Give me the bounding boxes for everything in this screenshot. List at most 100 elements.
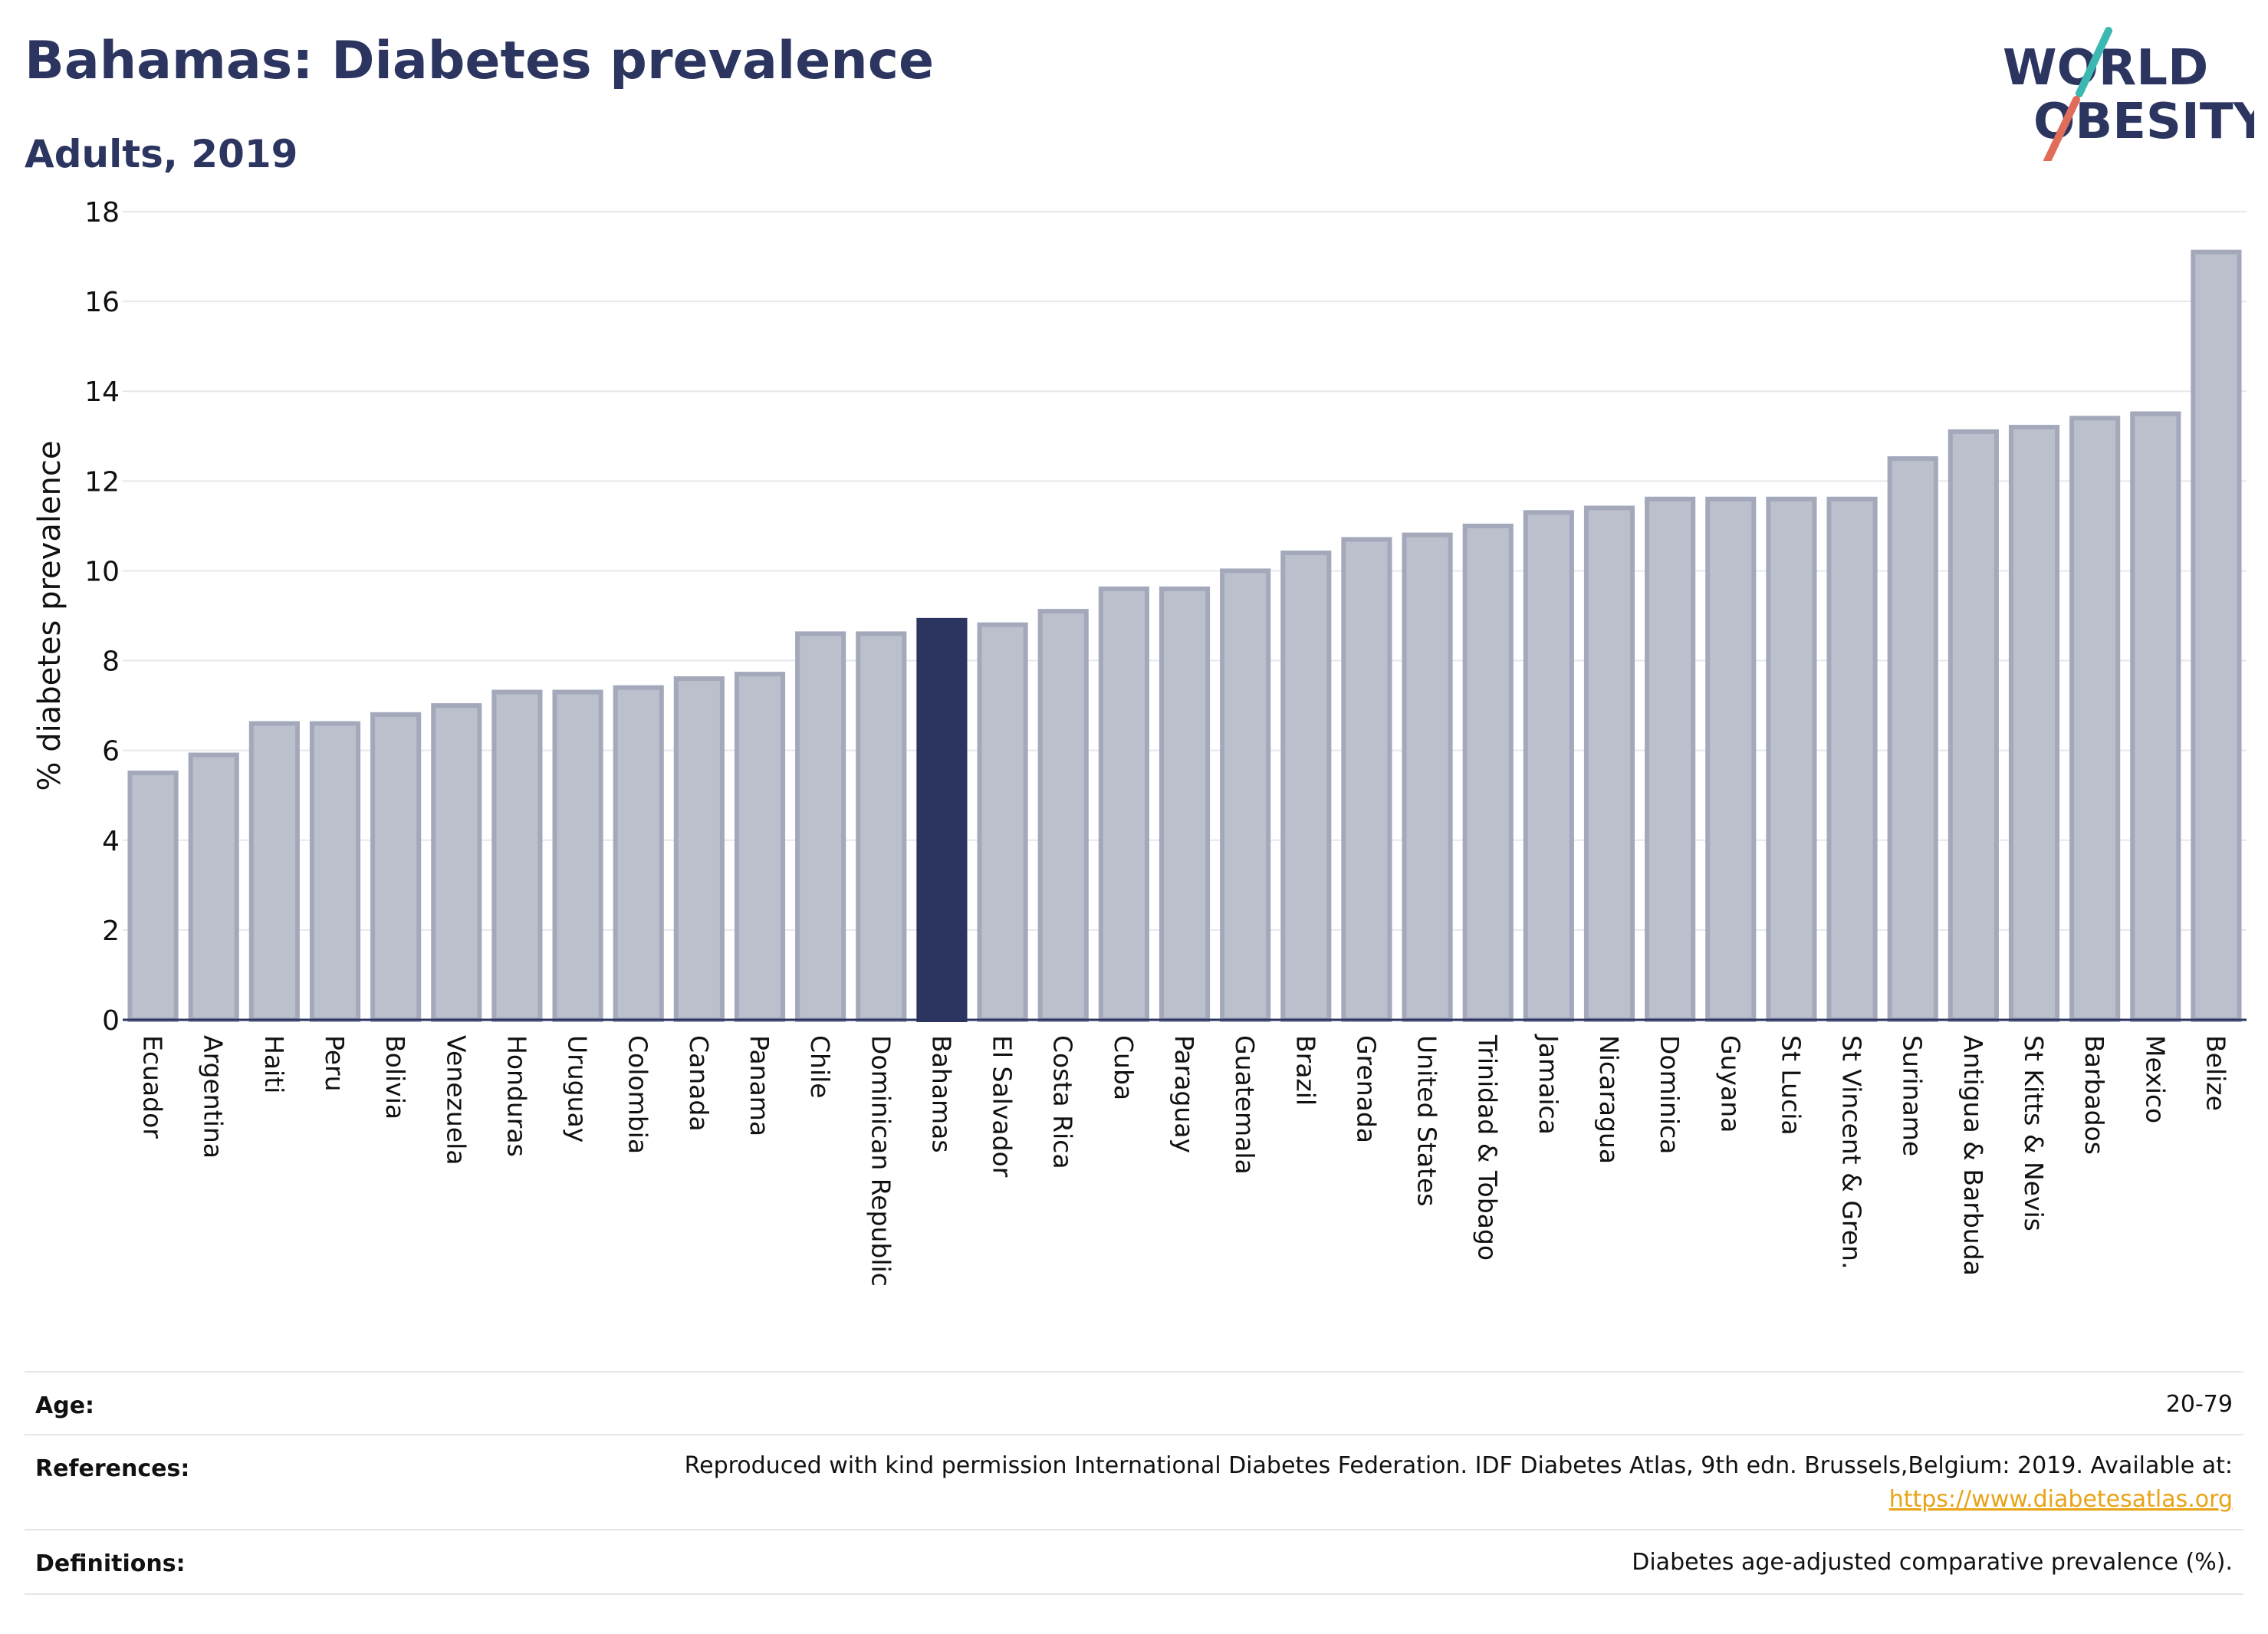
bar-trinidad-tobago — [1462, 523, 1514, 1022]
x-tick-label: St Kitts & Nevis — [2019, 1035, 2049, 1231]
x-tick-label: Barbados — [2079, 1035, 2109, 1155]
x-tick-label: Panama — [744, 1035, 774, 1136]
y-tick-label: 6 — [102, 736, 120, 768]
x-tick-label: Costa Rica — [1048, 1035, 1078, 1169]
bar-panama — [734, 672, 786, 1022]
logo-slash-bottom — [2043, 96, 2080, 161]
x-tick-label: Jamaica — [1533, 1034, 1563, 1135]
y-tick-label: 10 — [84, 556, 120, 587]
y-tick-label: 0 — [102, 1005, 120, 1037]
references-link[interactable]: https://www.diabetesatlas.org — [1888, 1486, 2233, 1513]
x-tick-label: Bolivia — [380, 1035, 410, 1119]
bar-uruguay — [552, 689, 603, 1022]
bar-guyana — [1705, 496, 1757, 1022]
bar-united-states — [1402, 532, 1453, 1022]
bar-argentina — [188, 752, 239, 1022]
bar-jamaica — [1523, 510, 1574, 1022]
bar-brazil — [1280, 551, 1332, 1022]
x-tick-label: Peru — [320, 1035, 350, 1092]
bar-barbados — [2069, 416, 2121, 1022]
x-tick-label: Guatemala — [1230, 1035, 1260, 1175]
x-tick-label: United States — [1412, 1035, 1442, 1206]
x-axis-ticks: Ecuador Argentina Haiti Peru Bolivia Venezuel… — [138, 1034, 2231, 1287]
bar-grenada — [1341, 537, 1392, 1022]
x-tick-label: Colombia — [623, 1035, 653, 1154]
x-tick-label: Cuba — [1109, 1035, 1139, 1100]
x-tick-label: Chile — [805, 1035, 835, 1099]
y-tick-label: 12 — [84, 466, 120, 498]
x-tick-label: Dominican Republic — [866, 1035, 896, 1287]
bars — [127, 249, 2242, 1023]
y-axis-label: % diabetes prevalence — [32, 440, 67, 791]
info-row-age: Age: 20-79 — [25, 1371, 2243, 1435]
world-obesity-logo: WORLD OBESITY — [2003, 27, 2254, 161]
x-tick-label: Honduras — [501, 1035, 531, 1157]
bar-colombia — [613, 685, 664, 1022]
x-tick-label: Ecuador — [138, 1035, 168, 1139]
bar-belize — [2191, 249, 2242, 1022]
x-tick-label: Grenada — [1351, 1035, 1381, 1143]
bar-venezuela — [431, 703, 482, 1022]
x-tick-label: Bahamas — [926, 1035, 956, 1153]
bar-ecuador — [127, 770, 179, 1022]
y-tick-label: 8 — [102, 646, 120, 678]
bar-chile — [795, 631, 846, 1023]
bar-haiti — [248, 721, 300, 1022]
references-text: Reproduced with kind permission Internat… — [684, 1452, 2233, 1479]
bar-costa-rica — [1037, 609, 1089, 1022]
x-tick-label: Dominica — [1655, 1035, 1685, 1154]
bar-honduras — [491, 689, 543, 1022]
info-row-references: References: Reproduced with kind permiss… — [25, 1434, 2243, 1530]
x-tick-label: Guyana — [1715, 1035, 1745, 1133]
bar-cuba — [1098, 586, 1149, 1022]
x-tick-label: Mexico — [2140, 1035, 2170, 1123]
bar-st-vincent-gren- — [1826, 496, 1878, 1022]
bar-guatemala — [1220, 568, 1271, 1022]
bar-canada — [673, 676, 725, 1022]
x-tick-label: Venezuela — [441, 1035, 471, 1165]
x-tick-label: St Lucia — [1776, 1035, 1806, 1136]
page-subtitle: Adults, 2019 — [25, 132, 298, 176]
y-axis-ticks: 0 2 4 6 8 10 12 14 16 18 — [84, 197, 120, 1037]
logo-slash-top — [2076, 27, 2112, 97]
bar-chart: 0 2 4 6 8 10 12 14 16 18 Ecuador Argentina Haiti Per… — [32, 197, 2247, 1287]
bar-bolivia — [370, 712, 422, 1022]
bar-peru — [309, 721, 361, 1022]
y-tick-label: 18 — [84, 197, 120, 228]
x-tick-label: El Salvador — [988, 1035, 1017, 1178]
x-tick-label: St Vincent & Gren. — [1837, 1035, 1867, 1269]
x-tick-label: Belize — [2201, 1035, 2230, 1111]
x-tick-label: Argentina — [199, 1035, 228, 1159]
logo-text-obesity: OBESITY — [2033, 94, 2254, 150]
y-tick-label: 4 — [102, 826, 120, 857]
references-label: References: — [35, 1455, 190, 1482]
x-tick-label: Antigua & Barbuda — [1958, 1035, 1988, 1276]
y-tick-label: 14 — [84, 376, 120, 408]
bar-mexico — [2130, 411, 2181, 1022]
info-table: Age: 20-79 References: Reproduced with k… — [25, 1371, 2243, 1595]
definitions-value: Diabetes age-adjusted comparative preval… — [1632, 1549, 2233, 1576]
bar-antigua-barbuda — [1948, 429, 1999, 1022]
logo-text-world: WORLD — [2003, 40, 2208, 97]
bar-dominican-republic — [856, 631, 907, 1023]
bar-paraguay — [1159, 586, 1211, 1022]
bar-el-salvador — [977, 622, 1028, 1022]
x-tick-label: Trinidad & Tobago — [1473, 1034, 1503, 1261]
x-tick-label: Uruguay — [563, 1035, 593, 1142]
y-tick-label: 16 — [84, 287, 120, 318]
bar-nicaragua — [1583, 505, 1635, 1022]
definitions-label: Definitions: — [35, 1550, 186, 1577]
y-tick-label: 2 — [102, 916, 120, 947]
bar-bahamas — [916, 617, 968, 1022]
age-value: 20-79 — [2165, 1391, 2233, 1418]
x-tick-label: Canada — [684, 1035, 714, 1132]
page-title: Bahamas: Diabetes prevalence — [25, 31, 935, 91]
bar-dominica — [1645, 496, 1696, 1022]
x-tick-label: Haiti — [259, 1035, 289, 1093]
bar-st-kitts-nevis — [2008, 425, 2060, 1022]
x-tick-label: Paraguay — [1169, 1035, 1199, 1153]
info-row-definitions: Definitions: Diabetes age-adjusted compa… — [25, 1529, 2243, 1595]
x-tick-label: Suriname — [1898, 1035, 1928, 1156]
bar-st-lucia — [1766, 496, 1817, 1022]
age-label: Age: — [35, 1392, 95, 1419]
